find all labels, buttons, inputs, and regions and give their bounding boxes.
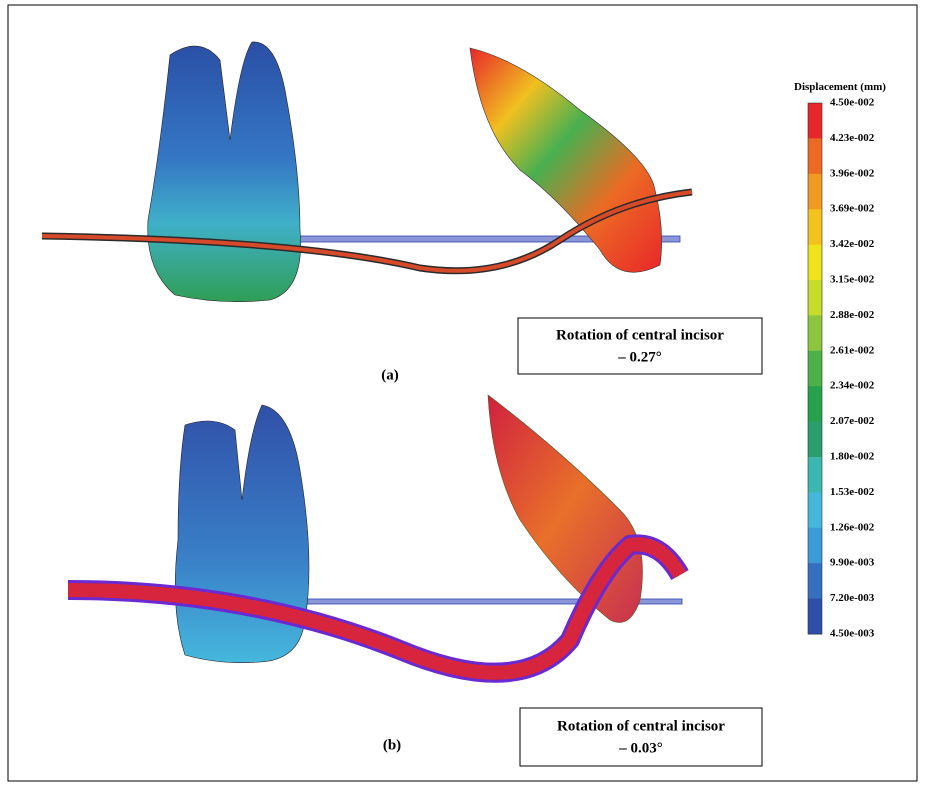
annotation-text: Rotation of central incisor bbox=[556, 327, 724, 343]
colorbar-label: 1.80e-002 bbox=[830, 451, 875, 463]
colorbar-segment bbox=[808, 563, 822, 599]
figure: Rotation of central incisor – 0.27° (a) … bbox=[0, 0, 930, 786]
colorbar-label: 1.53e-002 bbox=[830, 486, 875, 498]
panel-a-drawing bbox=[42, 42, 692, 302]
colorbar-label: 4.50e-003 bbox=[830, 628, 875, 640]
colorbar-segment bbox=[808, 209, 822, 245]
colorbar-segment bbox=[808, 457, 822, 493]
colorbar-segment bbox=[808, 245, 822, 281]
annotation-text: Rotation of central incisor bbox=[557, 718, 725, 734]
panel-b-drawing bbox=[68, 395, 682, 673]
colorbar-label: 4.23e-002 bbox=[830, 132, 875, 144]
legend-title: Displacement (mm) bbox=[794, 81, 886, 93]
colorbar-label: 3.15e-002 bbox=[830, 274, 875, 286]
colorbar-segment bbox=[808, 422, 822, 458]
colorbar-segment bbox=[808, 315, 822, 351]
annotation-box bbox=[520, 708, 762, 766]
annotation-box bbox=[518, 318, 762, 374]
colorbar-label: 3.69e-002 bbox=[830, 203, 875, 215]
colorbar-label: 3.96e-002 bbox=[830, 167, 875, 179]
annotation-text: – 0.03° bbox=[618, 740, 663, 756]
colorbar-label: 2.61e-002 bbox=[830, 344, 875, 356]
colorbar-segment bbox=[808, 599, 822, 635]
colorbar-label: 3.42e-002 bbox=[830, 238, 875, 250]
colorbar-label: 2.34e-002 bbox=[830, 380, 875, 392]
panel-label: (b) bbox=[383, 737, 401, 753]
colorbar-label: 7.20e-003 bbox=[830, 592, 875, 604]
colorbar-segment bbox=[808, 492, 822, 528]
colorbar-label: 2.07e-002 bbox=[830, 415, 875, 427]
colorbar-segment bbox=[808, 386, 822, 422]
panel-label: (a) bbox=[381, 367, 399, 383]
colorbar-segment bbox=[808, 528, 822, 564]
colorbar-label: 4.50e-002 bbox=[830, 97, 875, 109]
colorbar-segment bbox=[808, 103, 822, 139]
colorbar-label: 9.90e-003 bbox=[830, 557, 875, 569]
colorbar-label: 2.88e-002 bbox=[830, 309, 875, 321]
colorbar-segment bbox=[808, 138, 822, 174]
colorbar-label: 1.26e-002 bbox=[830, 521, 875, 533]
colorbar-segment bbox=[808, 351, 822, 387]
annotation-text: – 0.27° bbox=[617, 349, 662, 365]
colorbar-segment bbox=[808, 280, 822, 316]
colorbar-segment bbox=[808, 174, 822, 210]
